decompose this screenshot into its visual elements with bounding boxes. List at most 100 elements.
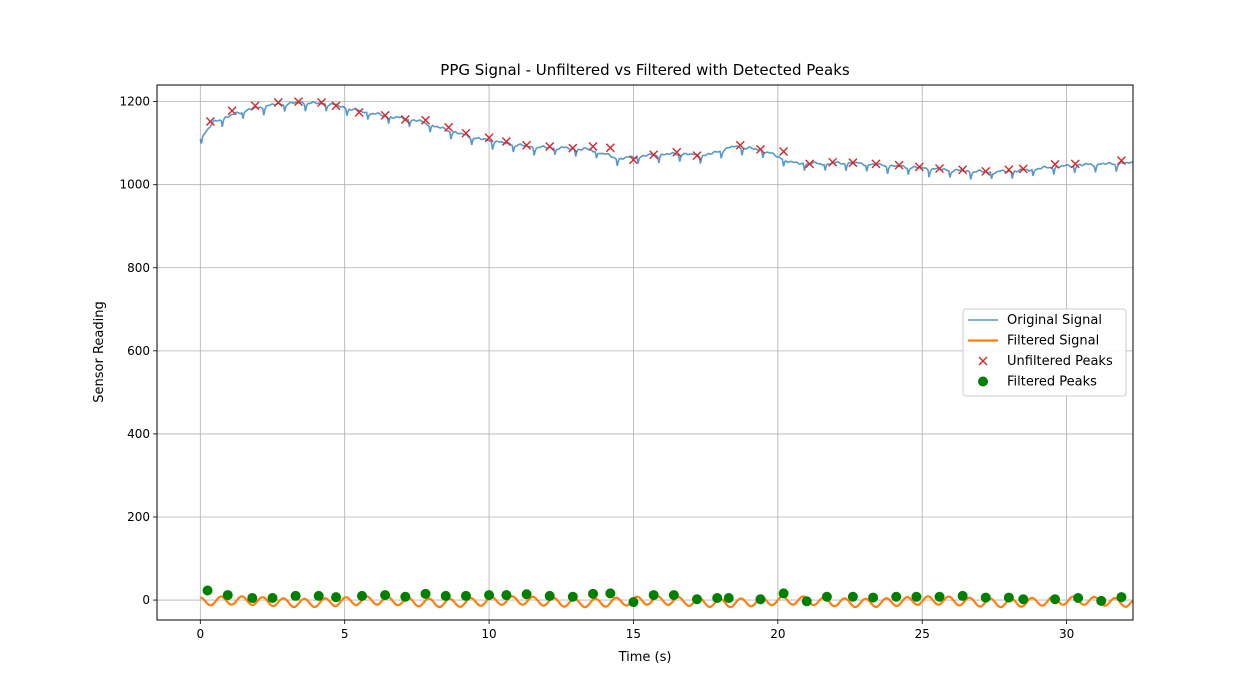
filtered-peak-marker [957,590,968,601]
filtered-peak-marker [668,590,679,601]
filtered-peak-marker [628,597,639,608]
unfiltered-peak-marker [649,150,659,160]
filtered-peak-marker [501,590,512,601]
unfiltered-peak-marker [628,155,638,165]
filtered-peak-marker [290,590,301,601]
plot-frame [156,84,1134,621]
legend-label: Filtered Signal [1007,334,1099,349]
unfiltered-peak-marker [273,97,283,107]
unfiltered-peak-marker [331,101,341,111]
legend-box [962,308,1127,397]
filtered-peak-marker [400,591,411,602]
legend-label: Unfiltered Peaks [1007,354,1113,369]
filtered-peak-marker [691,594,702,605]
series-layer [199,97,1133,609]
filtered-peak-marker [247,592,258,603]
filtered-peak-marker [567,591,578,602]
filtered-peak-marker [778,588,789,599]
unfiltered-peak-marker [1018,164,1028,174]
unfiltered-peak-marker [805,159,815,169]
unfiltered-peak-marker [545,141,555,151]
unfiltered-peak-marker [293,97,303,107]
unfiltered-peak-marker [568,143,578,153]
unfiltered-peak-marker [205,117,215,127]
y-tick-label: 1200 [119,95,150,109]
unfiltered-peak-marker [400,114,410,124]
filtered-peak-marker [267,592,278,603]
unfiltered-peak-marker [1070,159,1080,169]
unfiltered-peak-marker [354,107,364,117]
unfiltered-peak-marker [848,158,858,168]
filtered-peak-marker [847,591,858,602]
unfiltered-peak-marker [421,115,431,125]
filtered-peak-marker [1096,595,1107,606]
legend-label: Original Signal [1007,313,1102,328]
y-axis-label: Sensor Reading [92,301,107,402]
filtered-peak-marker [605,588,616,599]
unfiltered-peak-marker [672,147,682,157]
legend-swatch-unfiltered-peaks [978,356,988,366]
filtered-peak-marker [891,591,902,602]
y-tick-label: 400 [127,427,150,441]
y-tick-label: 800 [127,261,150,275]
legend: Original Signal Filtered Signal Unfiltered… [962,308,1127,397]
unfiltered-peak-marker [756,144,765,154]
unfiltered-peak-marker [828,157,838,167]
filtered-peak-marker [648,590,659,601]
y-tick-label: 1000 [119,178,150,192]
unfiltered-peak-marker [1004,165,1014,175]
filtered-peak-marker [440,590,451,601]
filtered-peak-marker [588,588,599,599]
filtered-peak-marker [712,592,723,603]
x-tick-label: 15 [626,627,641,641]
unfiltered-peak-marker [605,143,615,153]
unfiltered-peak-marker [935,163,945,173]
unfiltered-peak-marker [1116,156,1126,166]
filtered-peak-marker [821,591,832,602]
x-tick-label: 20 [770,627,785,641]
filtered-peak-marker [331,592,342,603]
filtered-peak-marker [980,592,991,603]
filtered-peak-marker [380,590,391,601]
filtered-peak-marker [420,588,431,599]
filtered-peak-marker [544,590,555,601]
filtered-peak-marker [357,590,368,601]
filtered-peak-marker [723,592,734,603]
filtered-peak-marker [202,585,213,596]
filtered-peak-marker [313,590,324,601]
unfiltered-peak-marker [250,101,260,111]
y-tick-label: 0 [142,593,150,607]
filtered-signal-line [200,595,1133,609]
unfiltered-peak-marker [501,136,511,146]
unfiltered-peak-marker [461,128,471,138]
y-tick-label: 600 [127,344,150,358]
filtered-peak-marker [484,590,495,601]
filtered-peak-marker [1003,592,1014,603]
unfiltered-peak-marker [779,146,789,156]
unfiltered-peak-marker [894,160,904,170]
filtered-peak-marker [460,590,471,601]
x-tick-label: 0 [196,627,204,641]
filtered-peak-marker [868,592,879,603]
legend-label: Filtered Peaks [1007,375,1097,390]
unfiltered-peak-marker [914,162,924,172]
unfiltered-peak-marker [227,106,237,116]
filtered-peak-marker [1073,592,1084,603]
x-axis-label: Time (s) [618,650,672,665]
y-tick-label: 200 [127,510,150,524]
chart-title: PPG Signal - Unfiltered vs Filtered with… [440,61,850,79]
filtered-peak-marker [222,590,233,601]
filtered-peak-marker [1050,594,1061,605]
plot-area [199,97,1133,609]
filtered-peak-marker [521,589,532,600]
x-tick-label: 5 [341,627,349,641]
ticks: 0 5 10 15 20 25 30 0 200 400 600 800 1000 1200 [119,95,1074,641]
unfiltered-peak-marker [484,133,494,143]
unfiltered-peak-marker [692,151,702,161]
unfiltered-peak-marker [981,166,991,176]
unfiltered-peak-marker [317,97,327,107]
legend-swatch-filtered-peaks [978,376,988,387]
unfiltered-peak-marker [958,165,968,175]
unfiltered-peak-marker [380,110,390,120]
